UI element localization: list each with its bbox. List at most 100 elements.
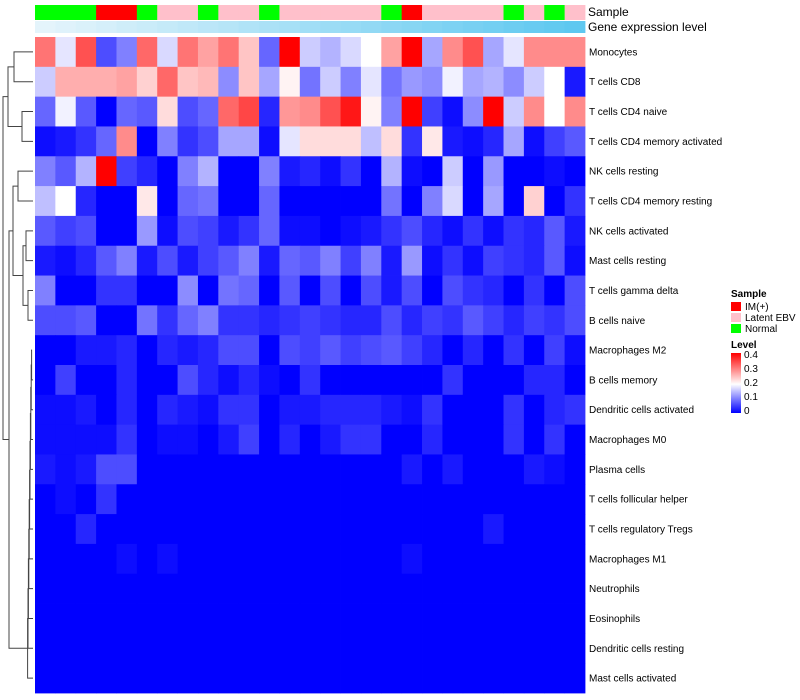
heatmap-cell [483,573,504,604]
heatmap-cell [544,603,566,634]
heatmap-cell [422,37,443,68]
gene-expression-annotation-cell [381,21,403,33]
heatmap-cell [442,335,464,366]
dendrogram-branch [29,412,33,470]
heatmap-cell [116,126,138,157]
legend-swatch-im [731,302,741,311]
heatmap-cell [340,514,362,545]
sample-annotation-cell [177,5,199,20]
heatmap-cell [299,215,321,247]
heatmap-cell [503,96,525,127]
sample-annotation-cell [381,5,403,20]
row-label: T cells CD8 [589,77,641,88]
heatmap-cell [320,305,341,336]
heatmap-cell [422,603,443,634]
heatmap-cell [503,126,525,157]
heatmap-cell [116,424,138,455]
heatmap-cell [523,454,545,485]
heatmap-cell [320,96,341,127]
heatmap-cell [197,514,219,545]
heatmap-cell [177,633,199,664]
heatmap-cell [116,573,138,604]
heatmap-cell [238,454,260,485]
heatmap-cell [401,126,423,157]
heatmap-cell [422,126,443,157]
heatmap-cell [55,454,77,485]
heatmap-cell [157,156,178,187]
heatmap-cell [523,573,545,604]
heatmap-cell [157,126,178,157]
heatmap-cell [116,484,138,515]
heatmap-cell [401,543,423,575]
heatmap-cell [544,66,566,98]
row-label: Macrophages M2 [589,346,667,357]
heatmap-cell [523,186,545,217]
heatmap-cell [401,365,423,396]
heatmap-cell [340,305,362,336]
heatmap-cell [238,126,260,157]
heatmap-cell [360,186,382,217]
heatmap-cell [340,126,362,157]
heatmap-cell [320,335,341,366]
heatmap-cell [157,573,178,604]
sample-annotation-cell [218,5,240,20]
heatmap-cell [462,484,484,515]
heatmap-cell [544,543,566,575]
heatmap-cell [422,275,443,306]
heatmap-cell [401,186,423,217]
heatmap-cell [381,156,403,187]
gene-expression-annotation-cell [157,21,178,33]
heatmap-cell [340,66,362,98]
heatmap-cell [442,603,464,634]
heatmap-cell [564,37,586,68]
heatmap-cell [320,573,341,604]
heatmap-cell [259,186,280,217]
heatmap-cell [35,305,56,336]
heatmap-cell [422,514,443,545]
heatmap-cell [503,454,525,485]
heatmap-cell [381,514,403,545]
sample-annotation-cell [544,5,566,20]
heatmap-cell [381,424,403,455]
heatmap-cell [523,424,545,455]
heatmap-cell [564,663,586,694]
heatmap-cell [401,394,423,426]
heatmap-cell [136,365,158,396]
heatmap-cell [177,156,199,187]
heatmap-cell [116,335,138,366]
sample-annotation-cell [157,5,178,20]
heatmap-cell [96,156,117,187]
heatmap-cell [35,156,56,187]
heatmap-cell [462,573,484,604]
heatmap-cell [136,573,158,604]
dendrogram-branch [8,230,28,649]
heatmap-cell [401,215,423,247]
heatmap-cell [238,573,260,604]
heatmap-cell [422,543,443,575]
sample-annotation-cell [503,5,525,20]
heatmap-cell [442,633,464,664]
heatmap-cell [259,245,280,276]
heatmap-cell [320,156,341,187]
heatmap-cell [442,514,464,545]
heatmap-cell [544,37,566,68]
heatmap-cell [279,543,301,575]
heatmap-cell [360,514,382,545]
heatmap-cell [197,215,219,247]
heatmap-cell [381,454,403,485]
heatmap-cell [177,573,199,604]
row-label: Mast cells resting [589,256,666,267]
sample-annotation-cell [279,5,301,20]
heatmap-cell [197,543,219,575]
heatmap-cell [259,37,280,68]
heatmap-cell [523,156,545,187]
heatmap-cell [523,215,545,247]
sample-annotation-cell [523,5,545,20]
heatmap-cell [55,186,77,217]
heatmap-cell [360,603,382,634]
heatmap-cell [462,543,484,575]
heatmap-cell [55,275,77,306]
heatmap-cell [401,514,423,545]
heatmap-cell [157,514,178,545]
heatmap-cell [483,156,504,187]
